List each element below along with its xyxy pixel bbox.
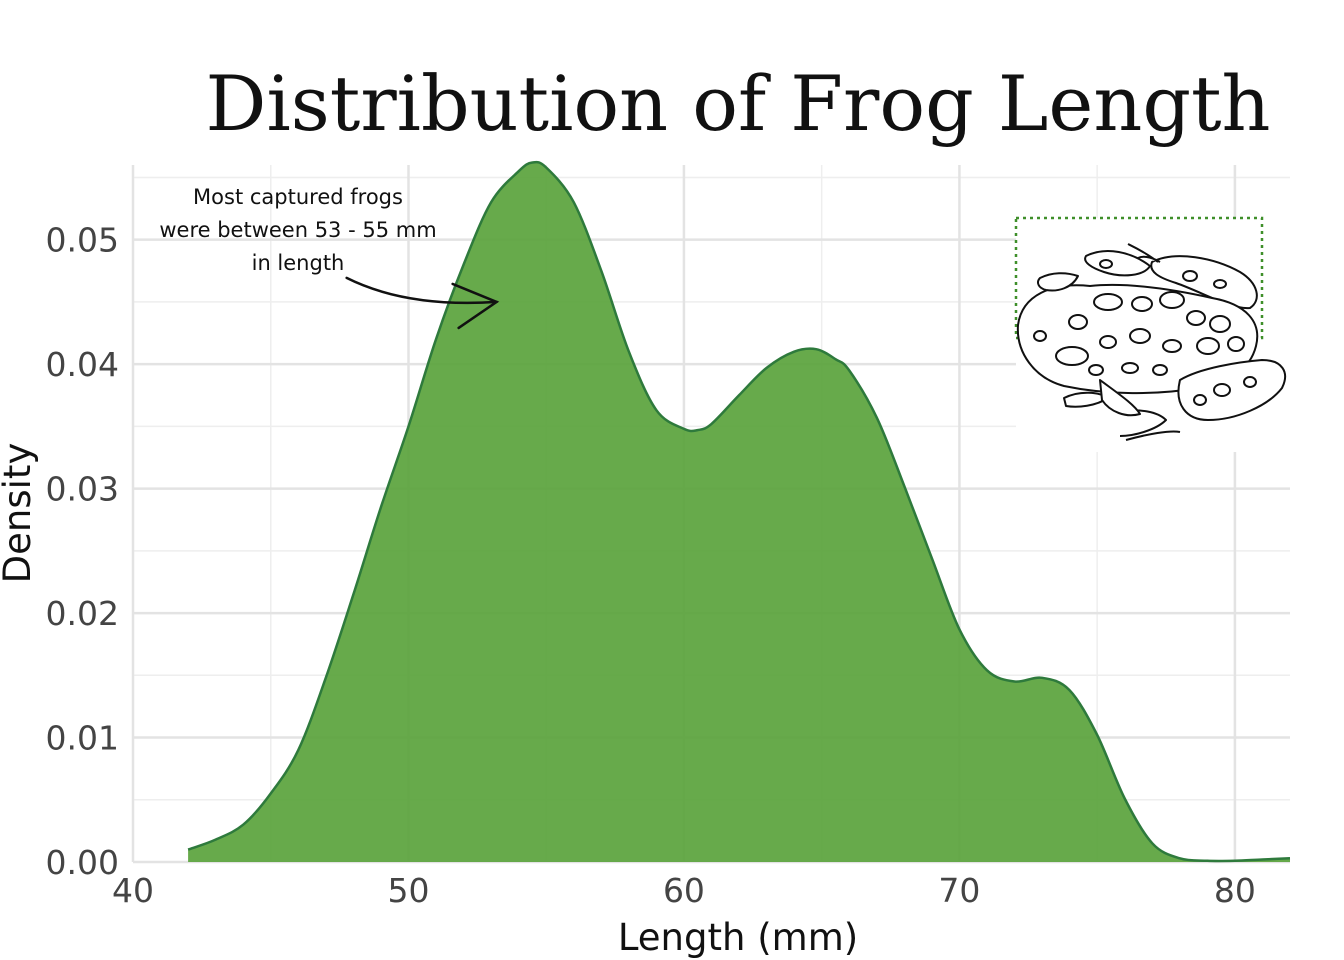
- y-tick-label: 0.02: [46, 594, 119, 633]
- y-tick-label: 0.00: [46, 843, 119, 882]
- y-tick-label: 0.03: [46, 470, 119, 509]
- x-axis-label: Length (mm): [618, 916, 858, 959]
- density-area: [188, 162, 1291, 862]
- frog-illustration: [1014, 216, 1290, 452]
- annotation-line-1: Most captured frogs: [193, 185, 403, 209]
- annotation-line-3: in length: [252, 251, 345, 275]
- density-curve: [187, 160, 1291, 863]
- x-tick-label: 80: [1214, 871, 1256, 910]
- x-tick-label: 40: [112, 871, 154, 910]
- peak-annotation: Most captured frogs were between 53 - 55…: [159, 185, 500, 330]
- annotation-line-2: were between 53 - 55 mm: [159, 218, 436, 242]
- frog-dotted-frame: [1014, 216, 1264, 340]
- y-axis-label: Density: [0, 443, 39, 584]
- y-tick-label: 0.04: [46, 345, 119, 384]
- y-axis-ticks: 0.00 0.01 0.02 0.03 0.04 0.05: [46, 221, 119, 882]
- x-tick-label: 50: [387, 871, 429, 910]
- frog-icon: [1016, 243, 1287, 441]
- annotation-arrow: [345, 276, 498, 305]
- x-tick-label: 70: [938, 871, 980, 910]
- y-tick-label: 0.05: [46, 221, 119, 260]
- x-tick-label: 60: [663, 871, 705, 910]
- x-axis-ticks: 40 50 60 70 80: [112, 871, 1256, 910]
- chart-title: Distribution of Frog Length: [206, 59, 1271, 148]
- y-tick-label: 0.01: [46, 719, 119, 758]
- annotation-arrowhead: [451, 282, 500, 330]
